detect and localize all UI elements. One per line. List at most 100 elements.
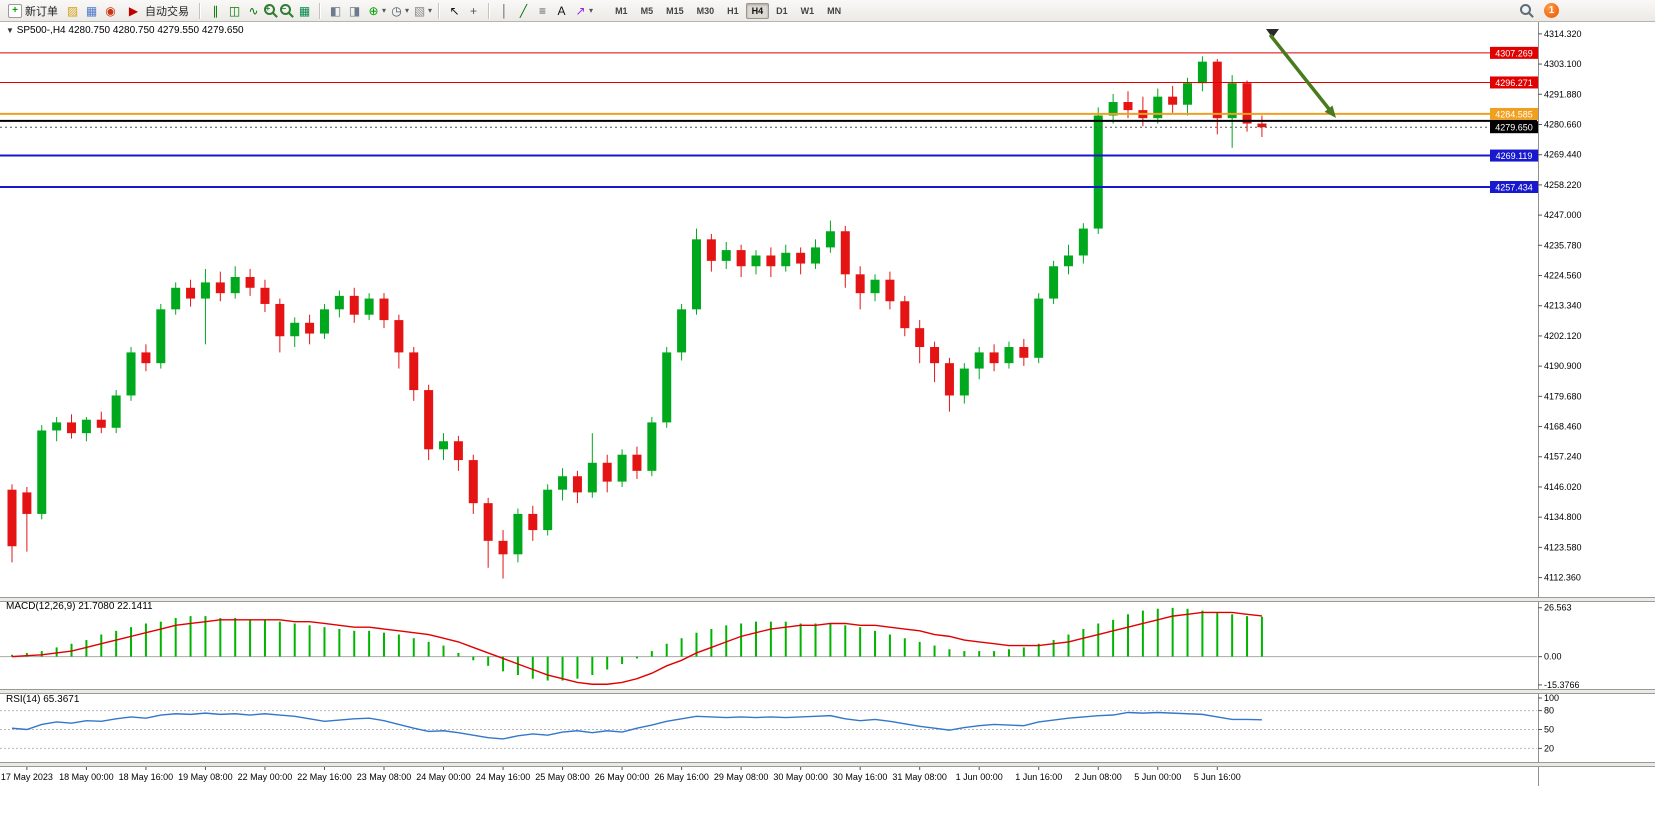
candle[interactable] xyxy=(900,301,910,329)
candle[interactable] xyxy=(1063,255,1073,267)
candle[interactable] xyxy=(424,390,434,450)
arrows-tool-icon[interactable]: ↗ xyxy=(575,3,586,18)
text-tool-icon[interactable]: A xyxy=(557,3,566,18)
price-chart-canvas[interactable]: 4314.320 4303.100 4291.880 4280.660 4269.440… xyxy=(0,22,1655,829)
candle[interactable] xyxy=(870,279,880,294)
candle[interactable] xyxy=(1078,228,1088,256)
candle[interactable] xyxy=(215,282,225,294)
candle[interactable] xyxy=(141,352,151,364)
candle[interactable] xyxy=(200,282,210,299)
trend-arrow-head[interactable] xyxy=(1324,105,1336,119)
timeframe-m5[interactable]: M5 xyxy=(640,5,654,16)
candle[interactable] xyxy=(111,395,121,428)
candle[interactable] xyxy=(766,255,776,267)
arrange-vertical-icon[interactable]: ◨ xyxy=(348,3,361,18)
candle[interactable] xyxy=(825,231,835,248)
crosshair-icon[interactable]: + xyxy=(470,3,478,18)
candle[interactable] xyxy=(453,441,463,461)
search-icon[interactable] xyxy=(1520,3,1534,18)
candle[interactable] xyxy=(691,239,701,310)
candle[interactable] xyxy=(915,328,925,348)
candle[interactable] xyxy=(572,476,582,493)
candle[interactable] xyxy=(1227,83,1237,119)
candle[interactable] xyxy=(260,287,270,304)
candle[interactable] xyxy=(1153,96,1163,119)
panel-divider[interactable] xyxy=(0,597,1655,602)
candle[interactable] xyxy=(736,250,746,267)
candle[interactable] xyxy=(1123,102,1133,111)
candle[interactable] xyxy=(1093,115,1103,229)
candle[interactable] xyxy=(96,419,106,428)
zoom-out-icon[interactable]: − xyxy=(280,3,294,18)
candle[interactable] xyxy=(677,309,687,353)
notification-badge[interactable]: 1 xyxy=(1544,3,1559,18)
auto-trading-button[interactable]: ▶ 自动交易 xyxy=(121,2,193,20)
candle[interactable] xyxy=(647,422,657,471)
candle[interactable] xyxy=(1108,102,1118,116)
candle[interactable] xyxy=(171,287,181,310)
candle[interactable] xyxy=(721,250,731,261)
timeframe-m1[interactable]: M1 xyxy=(615,5,628,16)
zoom-in-icon[interactable]: + xyxy=(264,3,278,18)
candle[interactable] xyxy=(290,322,300,337)
candle[interactable] xyxy=(781,252,791,267)
candle[interactable] xyxy=(513,513,523,555)
candle[interactable] xyxy=(1034,298,1044,358)
periods-icon[interactable]: ◷ xyxy=(391,3,402,18)
candle[interactable] xyxy=(394,320,404,353)
timeframe-m15[interactable]: M15 xyxy=(666,5,684,16)
chevron-down-icon[interactable]: ▾ xyxy=(382,6,387,15)
candle[interactable] xyxy=(944,363,954,396)
candle[interactable] xyxy=(1004,347,1014,364)
candle[interactable] xyxy=(587,462,597,493)
candle[interactable] xyxy=(632,454,642,471)
candle[interactable] xyxy=(1197,61,1207,84)
candle[interactable] xyxy=(1049,266,1059,299)
candle[interactable] xyxy=(1242,83,1252,124)
candle[interactable] xyxy=(543,489,553,531)
candle[interactable] xyxy=(1257,123,1267,128)
candle[interactable] xyxy=(1212,61,1222,119)
arrange-cascade-icon[interactable]: ◧ xyxy=(329,3,342,18)
timeframe-mn[interactable]: MN xyxy=(827,5,842,16)
candle[interactable] xyxy=(558,476,568,490)
vertical-line-icon[interactable]: │ xyxy=(500,3,509,18)
candle[interactable] xyxy=(602,462,612,482)
candle[interactable] xyxy=(617,454,627,482)
candle[interactable] xyxy=(334,295,344,310)
bar-chart-icon[interactable]: ∥ xyxy=(212,3,219,18)
candle[interactable] xyxy=(186,287,196,299)
candle[interactable] xyxy=(37,430,47,514)
timeframe-w1[interactable]: W1 xyxy=(800,5,815,16)
chevron-down-icon[interactable]: ▾ xyxy=(589,6,594,15)
candle[interactable] xyxy=(67,422,77,434)
candle[interactable] xyxy=(7,489,17,547)
trend-arrow[interactable] xyxy=(1269,34,1331,111)
candle[interactable] xyxy=(22,492,32,514)
timeframe-h4[interactable]: H4 xyxy=(745,2,770,19)
panel-divider[interactable] xyxy=(0,762,1655,767)
candle[interactable] xyxy=(349,295,359,315)
candle[interactable] xyxy=(959,368,969,396)
candlestick-icon[interactable]: ◫ xyxy=(228,3,241,18)
candle[interactable] xyxy=(751,255,761,267)
candle[interactable] xyxy=(275,303,285,337)
candle[interactable] xyxy=(840,231,850,275)
candle[interactable] xyxy=(245,277,255,288)
candle[interactable] xyxy=(796,252,806,264)
candle[interactable] xyxy=(989,352,999,364)
cursor-icon[interactable]: ↖ xyxy=(449,3,460,18)
candle[interactable] xyxy=(811,247,821,264)
candle[interactable] xyxy=(885,279,895,302)
market-watch-icon[interactable]: ◉ xyxy=(105,3,116,18)
candle[interactable] xyxy=(1168,96,1178,105)
charts-icon[interactable]: ▨ xyxy=(66,3,79,18)
candle[interactable] xyxy=(409,352,419,391)
candle[interactable] xyxy=(230,277,240,294)
candle[interactable] xyxy=(364,298,374,315)
candle[interactable] xyxy=(439,441,449,450)
indicators-icon[interactable]: ⊕ xyxy=(368,3,379,18)
candle[interactable] xyxy=(1019,347,1029,358)
candle[interactable] xyxy=(81,419,91,434)
candle[interactable] xyxy=(305,322,315,334)
